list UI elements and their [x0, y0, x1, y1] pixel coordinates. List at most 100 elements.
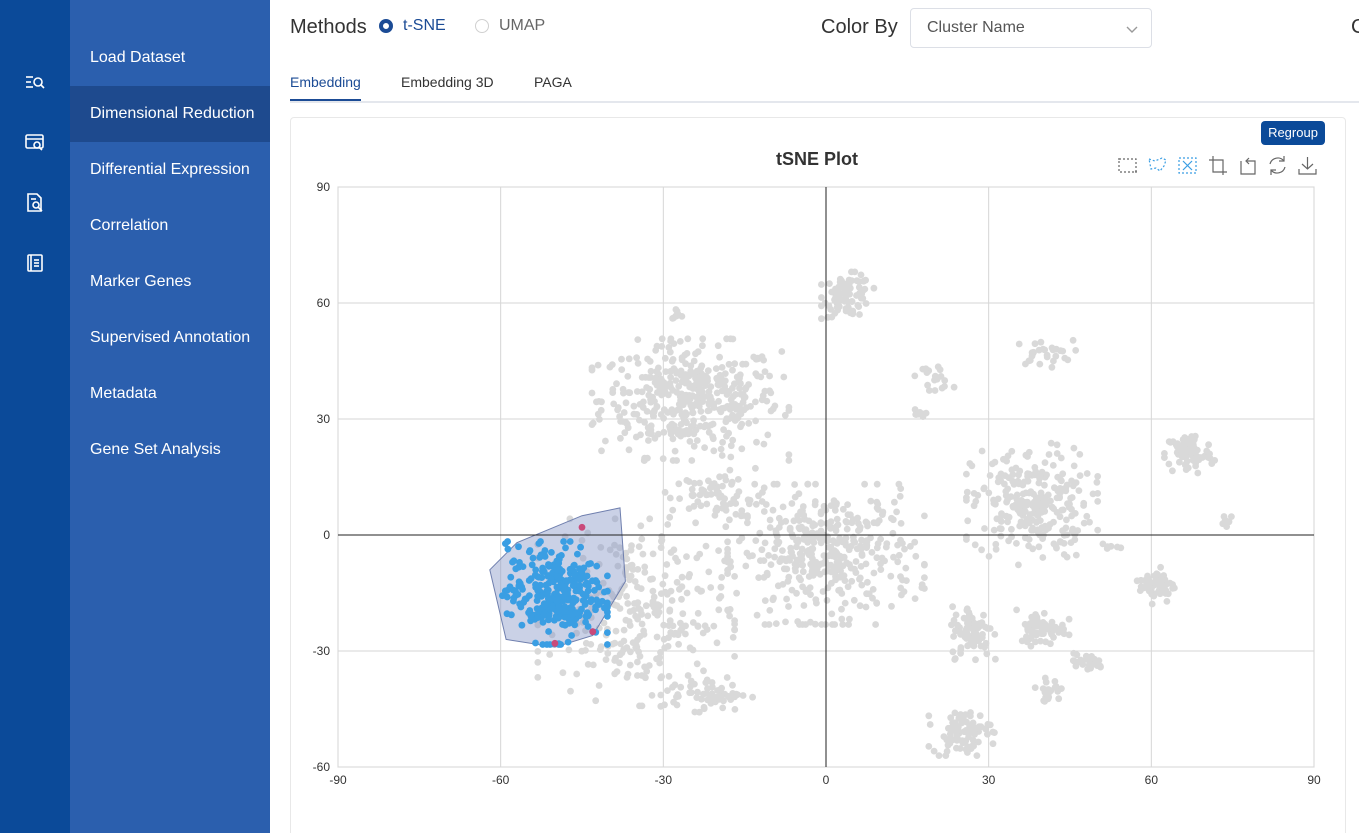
- cell-point: [1083, 470, 1091, 477]
- cell-point: [857, 271, 865, 279]
- cell-point: [778, 348, 786, 355]
- cell-point: [1069, 482, 1077, 490]
- clear-selection-icon[interactable]: [1177, 155, 1198, 176]
- document-search-icon[interactable]: [22, 191, 48, 215]
- nav-item-gene-set-analysis[interactable]: Gene Set Analysis: [90, 441, 221, 458]
- restore-icon[interactable]: [1267, 155, 1288, 176]
- cell-point: [895, 551, 903, 559]
- cell-point: [648, 430, 655, 438]
- cell-point: [949, 736, 956, 744]
- cell-point: [1042, 501, 1050, 509]
- cell-point: [970, 640, 978, 647]
- cell-point: [1028, 349, 1036, 357]
- cell-point: [766, 372, 773, 380]
- cell-point: [653, 403, 661, 410]
- cell-point: [891, 498, 898, 506]
- cell-point: [665, 672, 673, 680]
- cell-point: [786, 524, 794, 532]
- cell-point: [695, 388, 703, 396]
- nav-item-differential-expression[interactable]: Differential Expression: [90, 161, 250, 178]
- regroup-button[interactable]: Regroup: [1261, 121, 1325, 145]
- nav-item-correlation[interactable]: Correlation: [90, 217, 169, 234]
- cell-point: [729, 335, 737, 343]
- cell-point: [1183, 447, 1191, 455]
- cell-point: [1037, 338, 1045, 346]
- cell-point: [640, 398, 647, 406]
- cell-point: [622, 419, 630, 427]
- cell-point: [726, 612, 733, 620]
- download-icon[interactable]: [1297, 155, 1318, 176]
- selected-cell-point: [592, 577, 600, 584]
- cell-point: [836, 586, 844, 594]
- tab-embedding-3d[interactable]: Embedding 3D: [401, 74, 494, 90]
- cell-point: [795, 574, 803, 582]
- selected-cell-point: [570, 562, 578, 569]
- selected-cell-point: [533, 614, 541, 622]
- cell-point: [682, 630, 689, 638]
- cell-point: [1117, 544, 1125, 552]
- selected-cell-point: [544, 572, 552, 580]
- cell-point: [700, 705, 708, 713]
- cell-point: [633, 354, 640, 362]
- nav-item-load-dataset[interactable]: Load Dataset: [90, 49, 186, 66]
- cell-point: [690, 502, 698, 510]
- cell-point: [731, 620, 738, 628]
- nav-item-metadata[interactable]: Metadata: [90, 385, 157, 402]
- nav-item-supervised-annotation[interactable]: Supervised Annotation: [90, 329, 251, 346]
- zoom-icon[interactable]: [1207, 155, 1228, 176]
- cell-point: [985, 489, 993, 497]
- cell-point: [724, 570, 731, 577]
- cell-point: [1022, 489, 1030, 497]
- cell-point: [803, 548, 811, 556]
- cell-point: [691, 680, 698, 688]
- selected-cell-point: [555, 559, 563, 567]
- cell-point: [630, 402, 638, 410]
- cell-point: [733, 492, 741, 500]
- cell-point: [1003, 457, 1010, 465]
- cell-point: [765, 621, 773, 628]
- cell-point: [691, 479, 698, 487]
- cell-point: [1047, 640, 1054, 648]
- screen-search-icon[interactable]: [22, 131, 48, 155]
- cell-point: [964, 642, 972, 649]
- cell-point: [611, 601, 619, 609]
- cell-point: [593, 398, 600, 406]
- nav-item-dimensional-reduction[interactable]: Dimensional Reduction: [70, 86, 270, 142]
- cell-point: [744, 496, 752, 504]
- cell-point: [832, 548, 840, 556]
- color-by-select[interactable]: Cluster Name: [910, 8, 1152, 48]
- cell-point: [689, 409, 696, 416]
- cell-point: [620, 626, 628, 634]
- radio-umap[interactable]: UMAP: [475, 17, 545, 35]
- cell-point: [645, 437, 652, 444]
- tab-embedding[interactable]: Embedding: [290, 74, 361, 90]
- cell-point: [921, 574, 928, 581]
- nav-item-marker-genes[interactable]: Marker Genes: [90, 273, 192, 290]
- cell-point: [855, 520, 862, 527]
- cell-point: [651, 609, 659, 617]
- lasso-select-icon[interactable]: [1147, 155, 1168, 176]
- cell-point: [901, 545, 908, 553]
- notebook-icon[interactable]: [22, 251, 48, 275]
- cell-point: [752, 370, 760, 377]
- cell-point: [719, 704, 727, 712]
- cell-point: [693, 660, 701, 668]
- cell-point: [974, 622, 981, 630]
- cell-point: [661, 488, 669, 496]
- list-search-icon[interactable]: [22, 71, 48, 95]
- cell-point: [989, 740, 997, 748]
- cell-point: [867, 534, 874, 542]
- rect-select-icon[interactable]: [1117, 155, 1138, 176]
- cell-point: [1153, 580, 1160, 588]
- zoom-reset-icon[interactable]: [1237, 155, 1258, 176]
- cell-point: [763, 571, 771, 579]
- radio-tsne[interactable]: t-SNE: [379, 17, 446, 35]
- cell-point: [1020, 478, 1028, 486]
- tab-paga[interactable]: PAGA: [534, 74, 572, 90]
- cell-point: [722, 523, 730, 531]
- cell-point: [887, 572, 895, 580]
- cell-point: [710, 622, 718, 630]
- selected-cell-point: [503, 610, 511, 618]
- cell-point: [757, 373, 765, 381]
